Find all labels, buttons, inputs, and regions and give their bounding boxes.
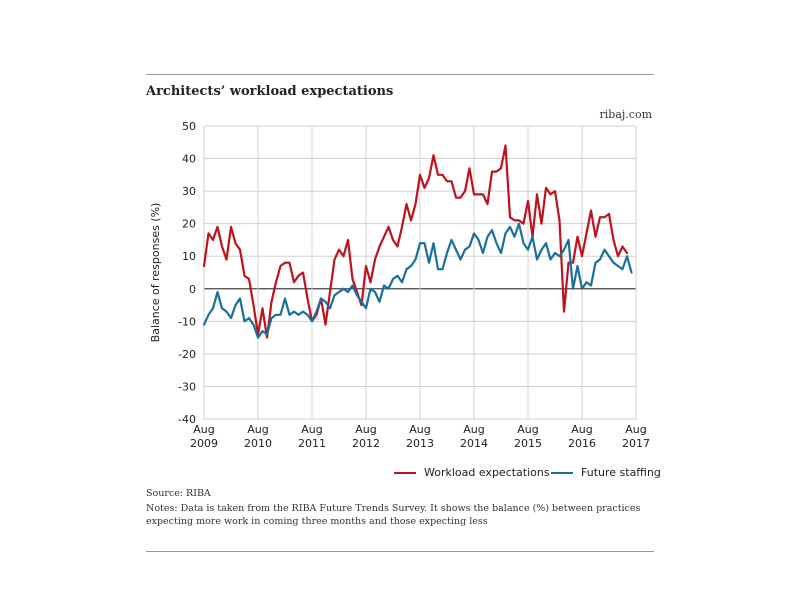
legend-swatch-workload: [394, 471, 416, 474]
y-tick-label: 10: [182, 250, 196, 263]
legend-swatch-staffing: [551, 471, 573, 474]
series-line-workload: [202, 144, 629, 339]
x-tick-year: 2014: [460, 437, 488, 450]
x-tick-year: 2016: [568, 437, 596, 450]
x-tick-month: Aug: [247, 423, 268, 436]
x-tick-month: Aug: [625, 423, 646, 436]
notes-text: Notes: Data is taken from the RIBA Futur…: [146, 503, 641, 527]
y-tick-label: -40: [178, 413, 196, 426]
y-tick-label: 30: [182, 185, 196, 198]
source-note: Source: RIBA: [146, 488, 211, 499]
brand-label: ribaj.com: [599, 108, 653, 121]
x-tick-month: Aug: [301, 423, 322, 436]
x-tick-month: Aug: [517, 423, 538, 436]
y-tick-label: -30: [178, 380, 196, 393]
x-tick-year: 2011: [298, 437, 326, 450]
y-tick-label: -10: [178, 315, 196, 328]
y-tick-label: 50: [182, 120, 196, 133]
x-tick-year: 2012: [352, 437, 380, 450]
x-tick-year: 2015: [514, 437, 542, 450]
y-tick-label: 40: [182, 153, 196, 166]
y-tick-label: 0: [189, 283, 196, 296]
x-tick-month: Aug: [193, 423, 214, 436]
y-axis-label: Balance of responses (%): [149, 203, 162, 343]
y-tick-label: -20: [178, 348, 196, 361]
legend-label-staffing: Future staffing: [581, 466, 661, 479]
x-tick-month: Aug: [355, 423, 376, 436]
x-tick-month: Aug: [571, 423, 592, 436]
series-line-staffing: [202, 222, 633, 339]
x-tick-year: 2017: [622, 437, 650, 450]
legend-label-workload: Workload expectations: [424, 466, 550, 479]
y-tick-label: 20: [182, 218, 196, 231]
x-tick-year: 2013: [406, 437, 434, 450]
x-tick-year: 2009: [190, 437, 218, 450]
x-tick-month: Aug: [463, 423, 484, 436]
chart-title: Architects’ workload expectations: [146, 84, 394, 99]
x-tick-month: Aug: [409, 423, 430, 436]
bottom-rule: [146, 551, 654, 552]
legend-item-staffing: Future staffing: [551, 466, 661, 479]
x-tick-year: 2010: [244, 437, 272, 450]
top-rule: [146, 74, 654, 75]
legend-item-workload: Workload expectations: [394, 466, 550, 479]
